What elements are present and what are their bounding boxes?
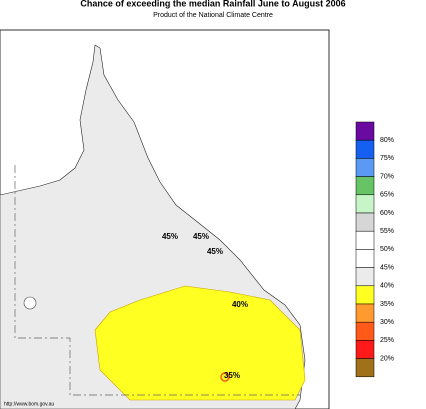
map-area: 45% 45% 45% 40% 35% http://www.bom.gov.a… (0, 29, 330, 409)
legend-swatch (355, 212, 375, 232)
contour-label: 45% (162, 232, 178, 241)
legend-label: 30% (380, 319, 394, 326)
legend-swatch (355, 194, 375, 214)
legend-label: 40% (380, 283, 394, 290)
legend-label: 35% (380, 301, 394, 308)
legend-label: 70% (380, 173, 394, 180)
legend-label: 65% (380, 192, 394, 199)
legend-label: 50% (380, 246, 394, 253)
legend-swatch (355, 267, 375, 287)
legend-swatch (355, 121, 375, 141)
legend-swatch (355, 340, 375, 359)
legend-swatch (355, 158, 375, 177)
legend-label: 20% (380, 355, 394, 362)
contour-label: 45% (207, 247, 223, 256)
region-yellow (94, 285, 306, 401)
url: http://www.bom.gov.au (4, 401, 54, 407)
legend-label: 45% (380, 264, 394, 271)
legend: 80% 75% 70% 65% 60% 55% 50% 45% 40% 35% 30% 25% 20% (355, 121, 394, 378)
legend-swatch (355, 358, 375, 378)
lake (23, 296, 37, 310)
legend-swatch (355, 230, 375, 250)
legend-swatch (355, 285, 375, 305)
legend-swatch (355, 176, 375, 196)
subtitle: Product of the National Climate Centre (153, 12, 273, 19)
title: Chance of exceeding the median Rainfall … (80, 0, 345, 8)
legend-label: 75% (380, 155, 394, 162)
state-border (14, 165, 300, 396)
legend-label: 25% (380, 337, 394, 344)
region-35 (220, 372, 230, 382)
legend-swatch (355, 139, 375, 159)
legend-swatch (355, 303, 375, 323)
contour-label: 40% (232, 300, 248, 309)
legend-label: 80% (380, 137, 394, 144)
legend-label: 55% (380, 228, 394, 235)
legend-label: 60% (380, 210, 394, 217)
contour-label: 45% (193, 232, 209, 241)
legend-swatch (355, 249, 375, 268)
legend-swatch (355, 321, 375, 341)
contour-label: 35% (224, 371, 240, 380)
